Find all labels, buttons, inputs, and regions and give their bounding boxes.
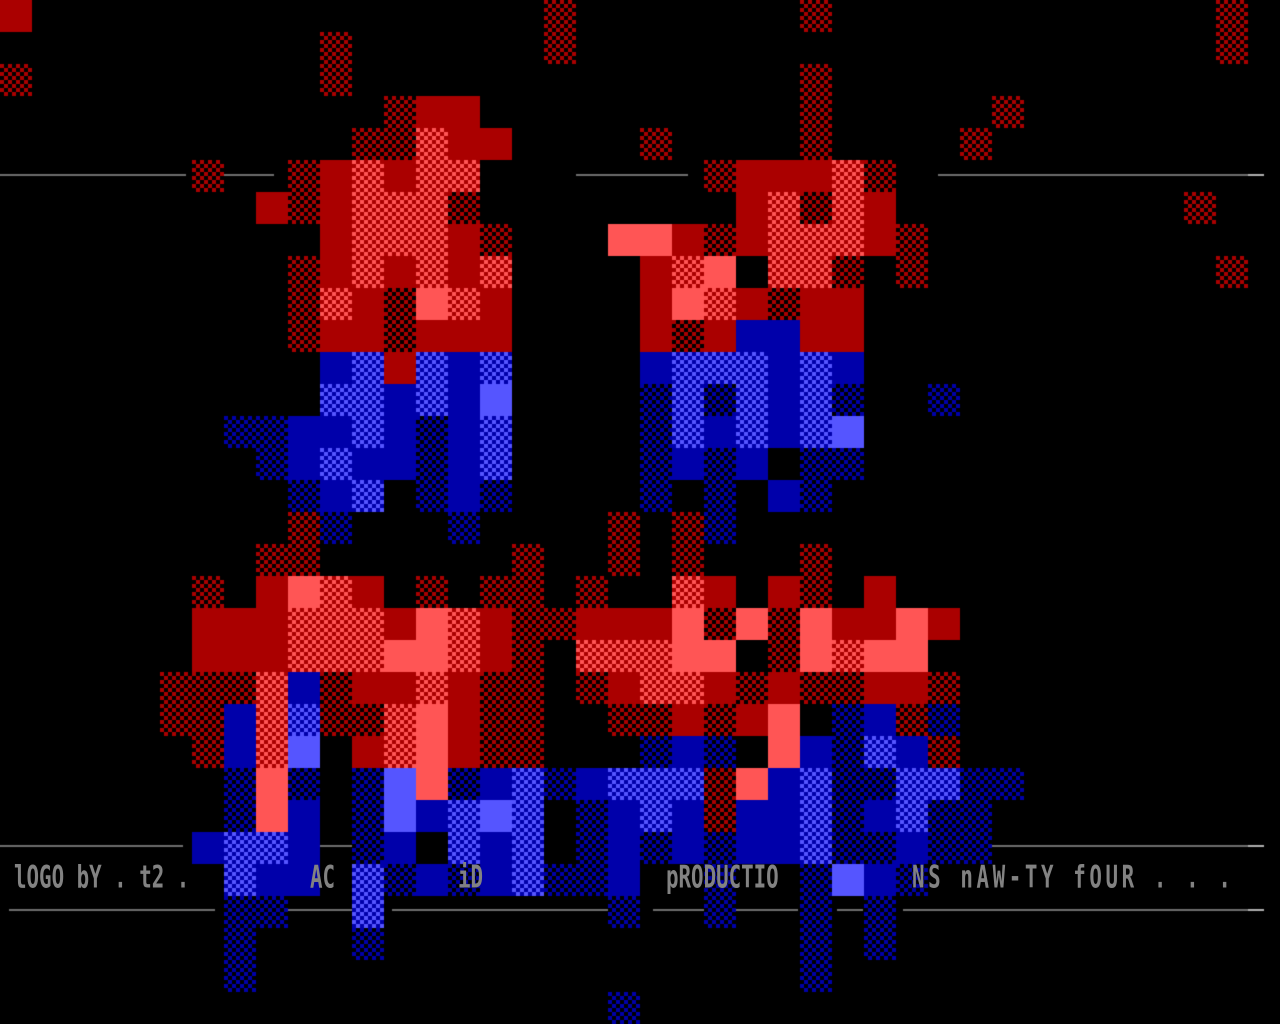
release-text: NS nAW-TY fOUR . . . xyxy=(912,860,1235,896)
group-text-ac: AC xyxy=(310,860,336,896)
group-text-id: iD xyxy=(458,860,484,896)
logo-credit-text: lOGO bY . t2 . xyxy=(14,860,190,896)
group-text-productio: pRODUCTIO xyxy=(666,860,779,896)
